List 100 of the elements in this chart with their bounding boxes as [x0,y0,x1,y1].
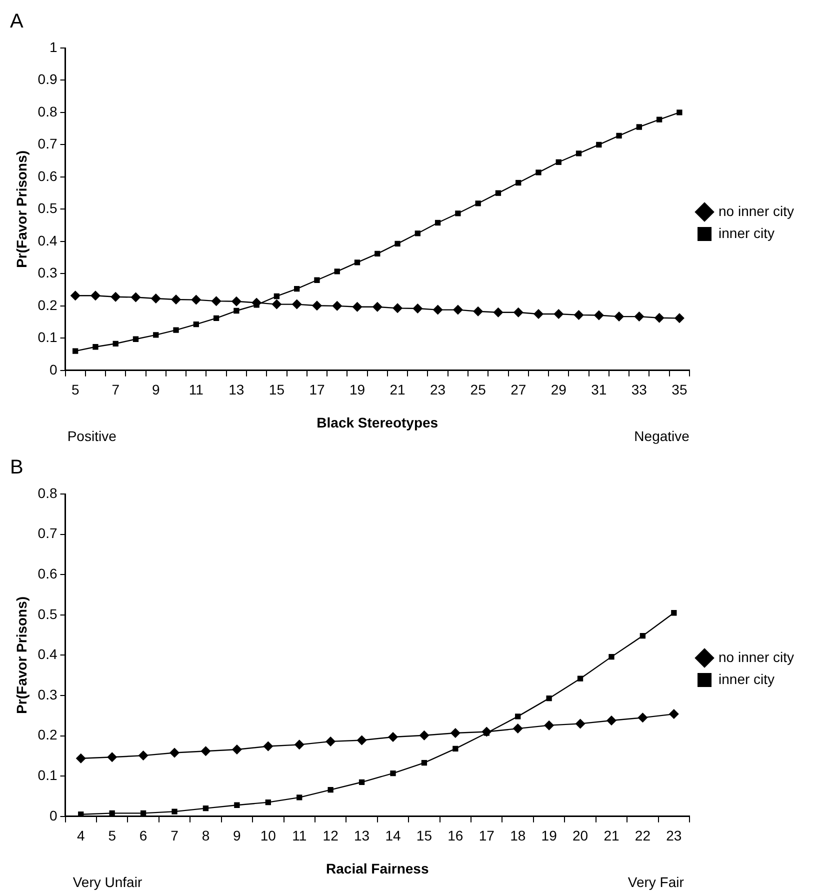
x-tick-label: 35 [672,382,688,398]
x-axis-title: Racial Fairness [326,860,429,876]
y-tick-label: 0.6 [38,565,58,582]
text: Positive [67,428,117,444]
point [594,310,604,320]
y-tick-label: 0.5 [38,606,58,622]
point [234,802,240,808]
point [191,294,202,305]
point [475,200,481,206]
x-tick-label: 5 [71,382,80,398]
point [452,746,458,752]
y-axis-title: Pr(Favor Prisons) [13,596,30,714]
x-tick-label: 25 [470,382,486,398]
point [495,190,502,196]
point [432,304,443,315]
point [493,307,504,318]
y-tick-label: 0.9 [38,71,58,88]
point [452,304,463,315]
point [374,250,380,257]
point [608,654,614,660]
point [292,299,302,310]
point [577,676,584,682]
point [296,794,302,800]
text: Very Fair [628,874,684,890]
point [265,799,271,806]
point [616,132,622,139]
point [536,170,542,176]
point [596,142,602,148]
x-tick-label: 16 [448,828,464,844]
point [656,116,662,122]
point [76,753,86,764]
x-tick-label: 23 [666,828,682,844]
point [513,307,524,318]
point [640,633,646,639]
point [272,299,282,310]
point [234,308,240,314]
x-tick-label: 22 [634,828,651,844]
point [231,296,242,306]
point [676,110,682,116]
point [70,290,80,301]
point [668,709,679,720]
point [153,332,159,338]
y-tick-label: 0 [49,361,58,378]
chart-title: B [10,456,24,479]
x-tick-label: 9 [152,382,160,398]
point [200,746,211,756]
x-tick-label: 20 [572,828,588,844]
point [516,180,522,186]
x-tick-label: 4 [76,828,85,844]
point [232,744,242,754]
point [312,300,322,311]
point [614,312,624,322]
legend-label: no inner city [718,202,794,219]
point [172,808,178,814]
point [674,313,684,324]
x-tick-label: 11 [188,382,204,398]
point [390,770,396,776]
y-tick-label: 0.4 [38,232,58,248]
text: Negative [634,428,690,444]
legend-label: no inner city [718,648,794,665]
point [515,714,521,720]
x-tick-label: 8 [202,828,210,844]
x-tick-label: 31 [591,382,607,398]
point [130,292,141,302]
point [328,786,334,793]
point [455,210,461,216]
x-tick-label: 21 [604,828,620,844]
x-tick-label: 15 [416,828,432,844]
point [211,296,222,306]
point [394,240,400,247]
point [193,321,199,328]
point [638,712,648,723]
point [213,315,220,321]
point [634,312,644,322]
point [352,302,362,312]
y-tick-label: 0.8 [38,103,58,120]
point [419,730,430,740]
point [171,294,182,304]
x-tick-label: 33 [631,382,648,398]
x-axis-title: Black Stereotypes [316,414,438,430]
point [671,610,677,616]
x-tick-label: 11 [292,828,307,844]
chart-title: A [10,10,24,33]
point [544,720,554,730]
x-tick-label: 29 [550,382,567,398]
x-tick-label: 5 [108,828,116,844]
x-tick-label: 19 [349,382,366,398]
y-tick-label: 0.7 [38,136,58,152]
point [414,230,420,236]
point [556,159,562,165]
point [636,124,642,130]
x-tick-label: 12 [322,828,339,844]
x-tick-label: 14 [385,828,401,844]
x-tick-label: 18 [510,828,526,844]
x-tick-label: 21 [390,382,406,398]
legend-label: inner city [718,670,775,687]
y-tick-label: 0.1 [38,766,58,783]
y-tick-label: 0.4 [38,646,58,662]
point [473,306,484,316]
point [170,748,180,758]
